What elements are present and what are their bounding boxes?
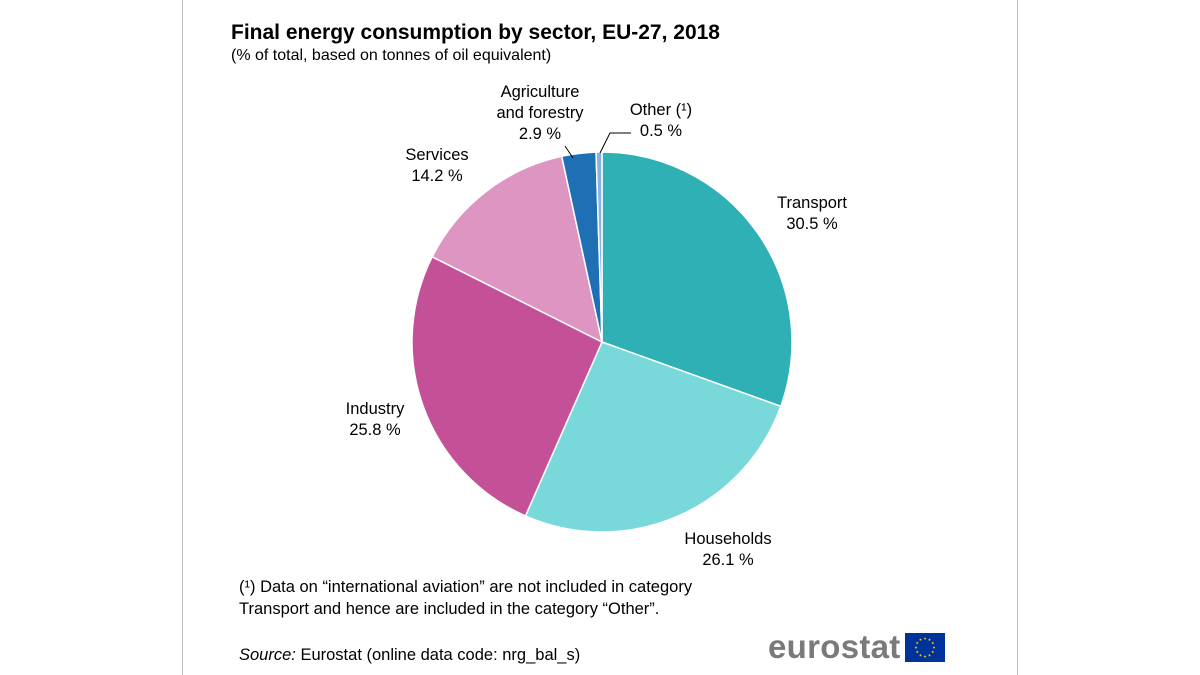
flag-star: [914, 645, 918, 649]
flag-star: [927, 653, 931, 657]
pie-slice-2: [411, 255, 603, 517]
eurostat-logo: eurostat: [768, 630, 945, 664]
slice-name-0: Transport: [777, 194, 847, 212]
flag-star: [915, 641, 919, 644]
slice-label-0: Transport 30.5 %: [777, 194, 847, 233]
slice-value-3: 14.2 %: [411, 167, 463, 185]
flag-star: [918, 637, 922, 641]
slice-value-5: 0.5 %: [640, 122, 683, 140]
slice-name-1: Households: [684, 530, 771, 548]
leader-line-5: [599, 132, 631, 154]
slice-name-4: Agriculture: [501, 83, 580, 101]
slice-label-1: Households 26.1 %: [684, 530, 771, 569]
flag-star: [930, 641, 934, 644]
flag-star: [927, 637, 931, 641]
flag-star: [923, 654, 927, 658]
slice-name-5: Other (¹): [630, 101, 692, 119]
source-line: Source: Eurostat (online data code: nrg_…: [239, 646, 580, 665]
pie-slice-0: [601, 151, 793, 408]
flag-star: [932, 645, 936, 649]
slice-name-4: and forestry: [496, 104, 584, 122]
pie-slice-1: [524, 341, 782, 533]
slice-name-2: Industry: [346, 400, 405, 418]
flag-star: [915, 650, 919, 653]
eu-flag-icon: [904, 632, 945, 662]
leader-line-4: [564, 145, 574, 159]
slice-value-1: 26.1 %: [702, 551, 754, 569]
pie-slice-5: [595, 151, 603, 343]
slice-label-2: Industry 25.8 %: [346, 400, 405, 439]
slice-label-3: Services 14.2 %: [405, 146, 468, 185]
flag-star: [930, 650, 934, 653]
slice-value-4: 2.9 %: [519, 125, 562, 143]
slice-name-3: Services: [405, 146, 468, 164]
footnote: (¹) Data on “international aviation” are…: [239, 578, 693, 618]
flag-star: [918, 653, 922, 657]
chart-panel: [182, 0, 1018, 675]
chart-subtitle: (% of total, based on tonnes of oil equi…: [231, 47, 552, 64]
slice-label-4: Agriculture and forestry 2.9 %: [496, 83, 584, 143]
source-text: Eurostat (online data code: nrg_bal_s): [295, 646, 581, 664]
slice-label-5: Other (¹) 0.5 %: [630, 101, 692, 140]
chart-title: Final energy consumption by sector, EU-2…: [231, 21, 720, 44]
slice-value-2: 25.8 %: [349, 421, 401, 439]
source-label: Source:: [239, 646, 296, 664]
logo-text: eurostat: [768, 628, 901, 665]
flag-star: [923, 636, 927, 640]
pie-slice-3: [431, 155, 604, 344]
slice-value-0: 30.5 %: [786, 215, 838, 233]
